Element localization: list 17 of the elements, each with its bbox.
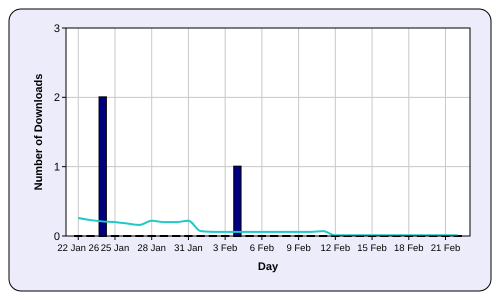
x-tick-label: 22 Jan 26 xyxy=(57,243,100,254)
y-axis-title: Number of Downloads xyxy=(33,74,45,190)
x-axis-title: Day xyxy=(258,261,279,273)
x-tick-label: 18 Feb xyxy=(394,243,424,254)
x-tick-label: 6 Feb xyxy=(250,243,274,254)
y-tick-label: 3 xyxy=(54,22,60,35)
x-tick-label: 12 Feb xyxy=(320,243,350,254)
x-tick-label: 28 Jan xyxy=(137,243,166,254)
x-tick-label: 21 Feb xyxy=(430,243,460,254)
x-tick-label: 31 Jan xyxy=(174,243,203,254)
y-tick-label: 2 xyxy=(54,92,60,104)
x-tick-label: 25 Jan xyxy=(100,243,130,254)
x-tick-label: 3 Feb xyxy=(213,243,238,254)
y-tick-label: 1 xyxy=(54,162,60,174)
x-tick-label: 15 Feb xyxy=(357,243,387,254)
x-tick-label: 9 Feb xyxy=(286,243,311,254)
y-tick-label: 0 xyxy=(54,230,60,243)
